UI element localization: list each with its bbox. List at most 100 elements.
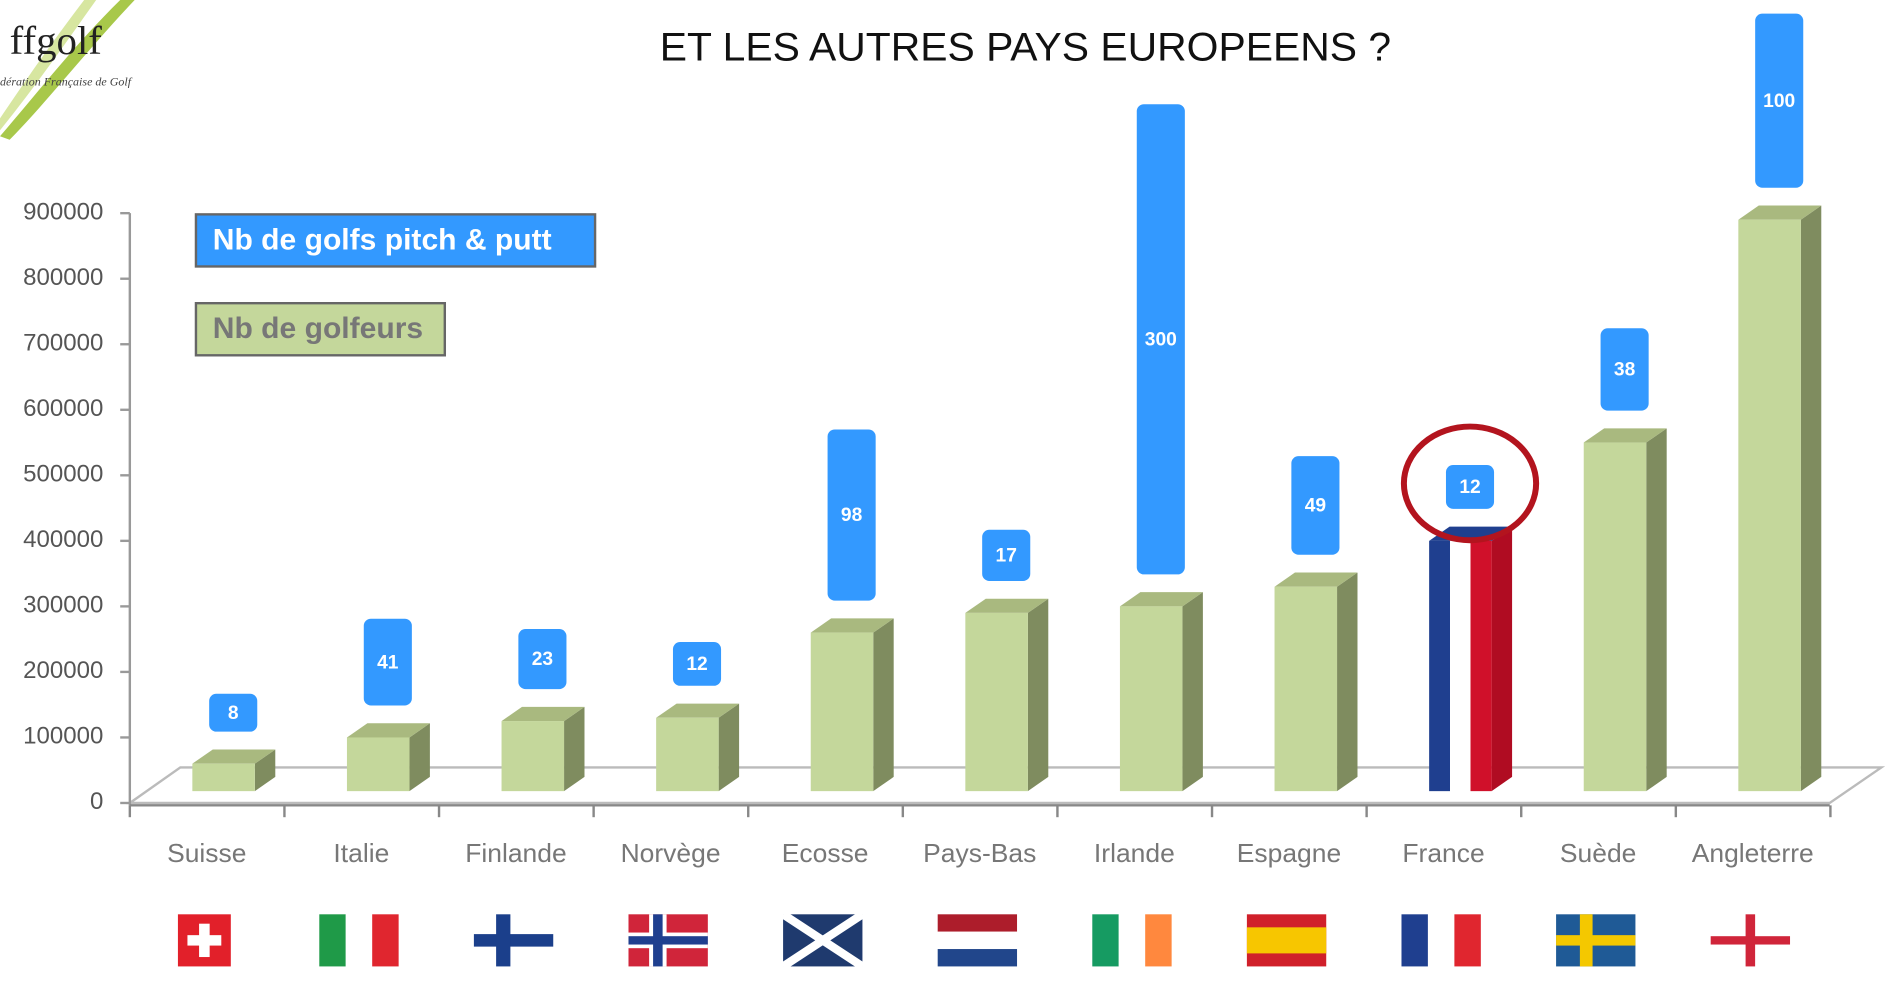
label-box (1136, 104, 1185, 575)
bar (1583, 442, 1647, 792)
x-tick-label: Finlande (465, 838, 566, 868)
y-tick-label: 0 (90, 788, 103, 815)
data-label: 8 (228, 703, 239, 724)
logo: ffgolf dération Française de Golf (0, 0, 135, 140)
x-tick-label: Angleterre (1692, 838, 1814, 868)
flag-part (1246, 927, 1327, 954)
flag-part (937, 949, 1018, 967)
x-tick-label: Italie (333, 838, 389, 868)
bar-top (965, 598, 1049, 613)
y-tick-label: 700000 (23, 330, 103, 357)
y-tick-label: 400000 (23, 526, 103, 553)
flag-part (1401, 914, 1428, 967)
flag-part (1454, 914, 1481, 967)
bar-top (501, 706, 585, 722)
data-label: 98 (841, 505, 863, 526)
label-box (672, 641, 722, 686)
bar-top (656, 703, 740, 718)
bar-side (1646, 428, 1667, 792)
flag (177, 914, 231, 967)
bar-side (873, 618, 894, 792)
label-box (827, 429, 876, 601)
label-box (1755, 13, 1804, 188)
flag-part (1145, 914, 1172, 967)
flag (319, 914, 399, 967)
flag-part (319, 914, 346, 967)
bar (810, 632, 874, 792)
flag-part (187, 935, 222, 946)
legend-label: Nb de golfeurs (213, 312, 423, 345)
bar-side (1800, 205, 1822, 792)
flag-part (1556, 935, 1636, 946)
bar-top (1583, 428, 1667, 443)
logo-name: ffgolf (10, 19, 103, 64)
x-tick-label: Norvège (621, 838, 721, 868)
x-tick-label: Suisse (167, 838, 246, 868)
bar-side (718, 703, 740, 792)
y-tick-label: 900000 (23, 199, 103, 226)
label-box (1600, 328, 1649, 411)
bar-top (1119, 592, 1203, 607)
bar-side (564, 706, 585, 792)
bar (965, 612, 1028, 792)
flag-part (628, 936, 708, 945)
bar-side (1182, 592, 1203, 792)
data-label: 100 (1763, 91, 1795, 112)
flag (473, 914, 554, 967)
flag-part (1579, 914, 1593, 967)
bar-side (1491, 526, 1513, 792)
data-label: 41 (377, 652, 399, 673)
flag (937, 914, 1018, 967)
flag-part (372, 914, 399, 967)
flag (1401, 914, 1481, 967)
flag-part (937, 931, 1018, 950)
bar-side (254, 749, 276, 792)
flag-part (345, 914, 373, 967)
x-tick-label: France (1402, 838, 1484, 868)
flag-part (473, 934, 554, 947)
x-tick-label: Ecosse (782, 838, 869, 868)
bar (1274, 586, 1338, 792)
bar (192, 763, 255, 792)
chart-title: ET LES AUTRES PAYS EUROPEENS ? (660, 24, 1391, 70)
bar (1119, 606, 1183, 792)
flag-part (937, 914, 1018, 932)
flag-part (1092, 914, 1119, 967)
data-label: 23 (532, 649, 553, 670)
y-tick-label: 600000 (23, 395, 103, 422)
bar-top (346, 723, 430, 738)
bar (1738, 219, 1801, 792)
y-tick-label: 100000 (23, 723, 103, 750)
flag (1246, 914, 1327, 967)
legend-label: Nb de golfs pitch & putt (213, 224, 552, 257)
x-tick-label: Pays-Bas (923, 838, 1036, 868)
highlight-ring (1400, 423, 1540, 544)
flag-part (1427, 914, 1455, 967)
bar-top (1274, 572, 1358, 587)
data-label: 38 (1614, 360, 1636, 381)
bar-top (192, 749, 276, 764)
logo-swoosh (0, 0, 97, 131)
bar (501, 721, 565, 792)
logo-swoosh (0, 0, 135, 140)
data-label: 12 (1459, 477, 1480, 498)
data-label: 17 (996, 546, 1017, 567)
x-tick-label: Suède (1560, 838, 1636, 868)
y-tick-label: 800000 (23, 264, 103, 291)
y-tick-label: 500000 (23, 461, 103, 488)
bar (346, 737, 410, 792)
bar (656, 717, 719, 792)
flag (1556, 914, 1636, 967)
label-box (209, 693, 258, 732)
data-label: 300 (1145, 330, 1177, 351)
flag-part (496, 914, 511, 967)
flag (780, 910, 865, 970)
y-tick-label: 300000 (23, 592, 103, 619)
bar-top (810, 618, 894, 633)
bar-side (1337, 572, 1358, 792)
x-tick-label: Irlande (1094, 838, 1175, 868)
label-box (982, 529, 1031, 581)
data-label: 12 (686, 654, 707, 675)
x-tick-label: Espagne (1237, 838, 1341, 868)
